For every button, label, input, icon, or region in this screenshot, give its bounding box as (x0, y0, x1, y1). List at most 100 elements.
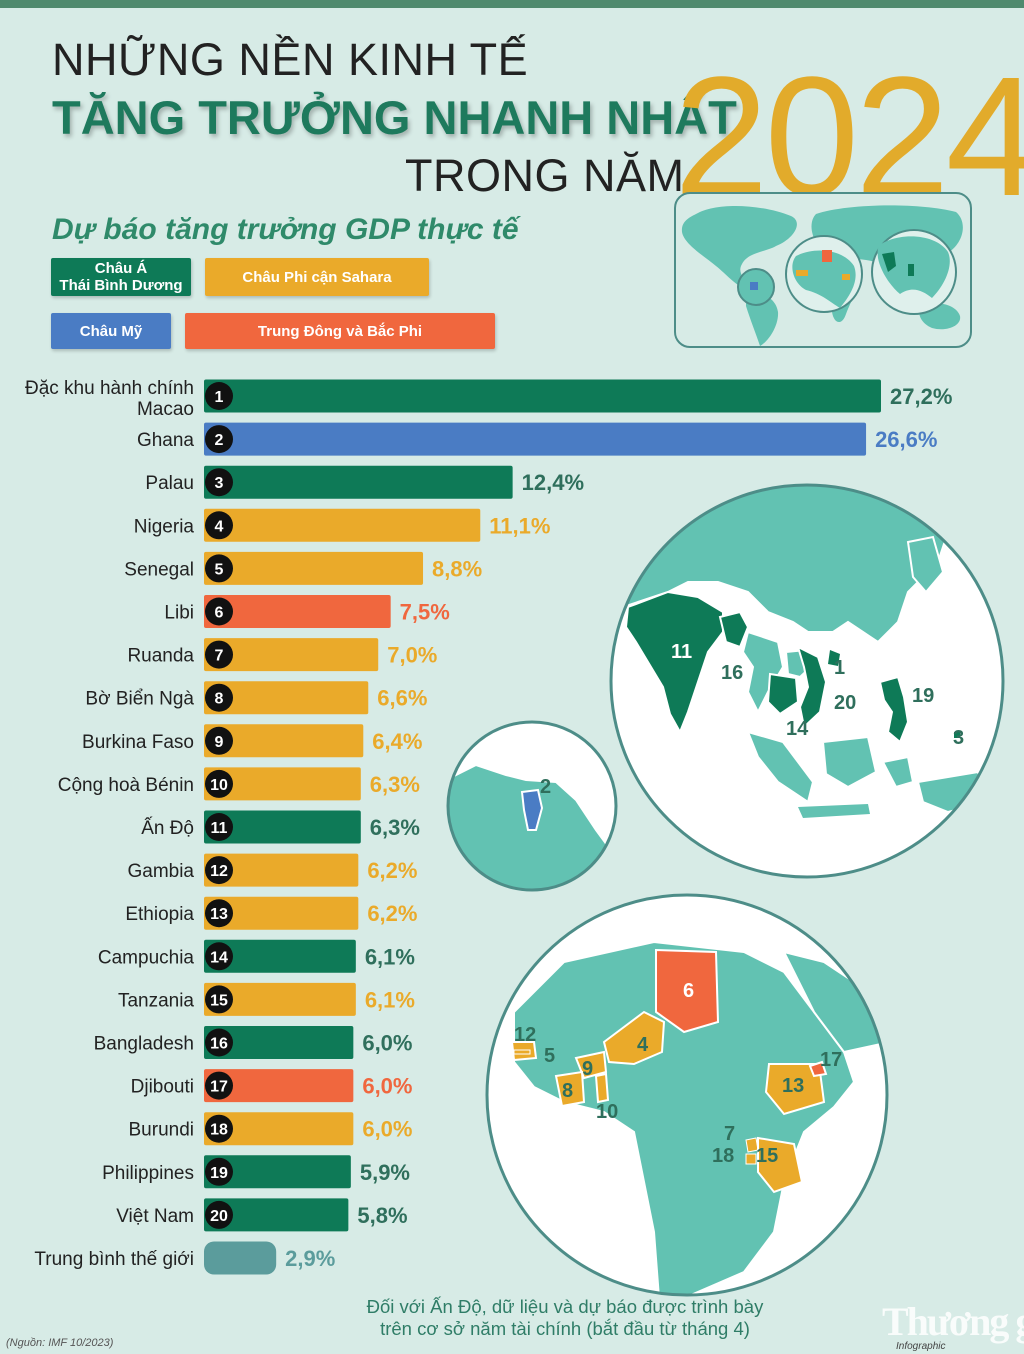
rank-label-18: 18 (210, 1122, 228, 1139)
africa-inset-west (796, 270, 808, 276)
map-label-philippines: 19 (912, 685, 934, 707)
title-line-2: TĂNG TRƯỞNG NHANH NHẤT (52, 91, 737, 144)
rank-label-16: 16 (210, 1036, 228, 1053)
rank-badge-8 (205, 683, 233, 712)
rank-badge-11 (205, 813, 233, 841)
legend-asia-pacific-line-2: Thái Bình Dương (59, 277, 183, 294)
rank-badge-10 (205, 769, 233, 798)
nigeria-shape (602, 1010, 666, 1066)
bar-18 (204, 1112, 354, 1146)
americas-map: 2 (446, 720, 618, 892)
legend-americas: Châu Mỹ (51, 313, 171, 349)
rank-label-13: 13 (210, 906, 228, 923)
rank-label-15: 15 (210, 992, 228, 1009)
bar-14 (204, 939, 356, 973)
map-label-gambia: 12 (514, 1024, 536, 1046)
value-label-14: 6,1% (365, 944, 415, 969)
map-label-vietnam: 20 (834, 692, 856, 714)
brand-sub: Infographic (896, 1341, 946, 1352)
gambia-shape (513, 1049, 531, 1055)
rank-label-12: 12 (210, 863, 228, 880)
value-label-10: 6,3% (370, 772, 420, 797)
map-label-india: 11 (671, 641, 692, 663)
arabia-shape (782, 950, 887, 1054)
map-label-rwanda: 7 (724, 1123, 735, 1145)
americas-inset-ghana (750, 282, 758, 290)
sulawesi-shape (881, 755, 915, 789)
bangladesh-shape (718, 610, 750, 649)
footnote-line-2: trên cơ sở năm tài chính (bắt đầu từ thá… (380, 1318, 750, 1339)
rank-badge-16 (205, 1028, 233, 1057)
java-shape (798, 804, 870, 818)
category-label-17: Djibouti (131, 1077, 194, 1098)
bar-3 (204, 465, 513, 499)
category-label-8: Bờ Biển Ngà (85, 689, 194, 710)
americas-map-border (446, 720, 618, 892)
category-label-12: Gambia (127, 861, 194, 882)
map-label-libya: 6 (683, 980, 694, 1002)
rank-badge-13 (205, 899, 233, 928)
bar-6 (204, 595, 391, 628)
category-label-18: Burundi (129, 1120, 195, 1141)
world-overview-map (674, 192, 972, 348)
map-label-cambodia: 14 (786, 718, 809, 740)
rank-label-9: 9 (215, 734, 224, 751)
category-label-15: Tanzania (118, 990, 194, 1011)
map-label-burundi: 18 (712, 1145, 734, 1167)
rank-badge-1 (205, 382, 233, 410)
rank-badge-9 (205, 726, 233, 755)
category-label-9: Burkina Faso (82, 732, 194, 753)
legend-asia-pacific-line-1: Châu Á (94, 260, 148, 277)
rank-badge-12 (205, 856, 233, 885)
asia-inset-vietnam (908, 264, 914, 276)
map-label-palau: 3 (953, 727, 964, 749)
footnote-line-1: Đối với Ấn Độ, dữ liệu và dự báo được tr… (366, 1296, 764, 1317)
value-label-12: 6,2% (367, 858, 417, 883)
category-label-6: Libi (164, 603, 194, 624)
category-label-13: Ethiopia (125, 904, 194, 925)
bar-20 (204, 1198, 349, 1232)
rank-label-5: 5 (215, 561, 224, 578)
value-label-21: 2,9% (285, 1246, 335, 1271)
asia-map: 11 16 1 20 14 19 3 (609, 483, 1005, 879)
sumatra-shape (746, 730, 815, 804)
value-label-11: 6,3% (370, 815, 420, 840)
japan-korea-shape (906, 535, 945, 594)
category-label-2: Ghana (137, 430, 194, 451)
bar-7 (204, 638, 379, 672)
map-label-nigeria: 4 (637, 1034, 649, 1056)
rank-badge-17 (205, 1071, 233, 1100)
map-label-ghana: 2 (540, 776, 551, 798)
asia-inset-india (882, 252, 896, 272)
djibouti-shape (808, 1060, 828, 1078)
macao-shape (828, 650, 840, 666)
category-label-11: Ấn Độ (141, 817, 194, 839)
title-line-3: TRONG NĂM (405, 150, 685, 201)
category-label-4: Nigeria (134, 516, 195, 537)
africa-continent (513, 940, 856, 1295)
bar-9 (204, 724, 364, 758)
bar-10 (204, 767, 361, 801)
legend-sub-saharan-africa-label: Châu Phi cận Sahara (242, 268, 392, 286)
chart-subtitle: Dự báo tăng trưởng GDP thực tế (52, 213, 519, 246)
map-label-cote-divoire: 8 (562, 1080, 573, 1102)
footnote: Đối với Ấn Độ, dữ liệu và dự báo được tr… (300, 1296, 830, 1340)
legend-americas-label: Châu Mỹ (79, 322, 143, 340)
map-label-benin: 10 (596, 1101, 618, 1123)
burundi-shape (745, 1153, 757, 1165)
value-label-15: 6,1% (365, 987, 415, 1012)
rank-label-4: 4 (215, 518, 224, 535)
bar-15 (204, 982, 356, 1016)
bar-19 (204, 1155, 351, 1189)
bar-21 (204, 1241, 277, 1275)
value-label-5: 8,8% (432, 556, 482, 581)
libya-shape (655, 948, 720, 1034)
category-label-21: Trung bình thế giới (34, 1249, 194, 1270)
category-label-19: Philippines (102, 1163, 194, 1184)
value-label-13: 6,2% (367, 901, 417, 926)
bar-5 (204, 551, 424, 585)
value-label-3: 12,4% (522, 470, 584, 495)
category-label-20: Việt Nam (116, 1206, 194, 1227)
rank-label-2: 2 (215, 432, 224, 449)
top-bar (0, 0, 1024, 8)
